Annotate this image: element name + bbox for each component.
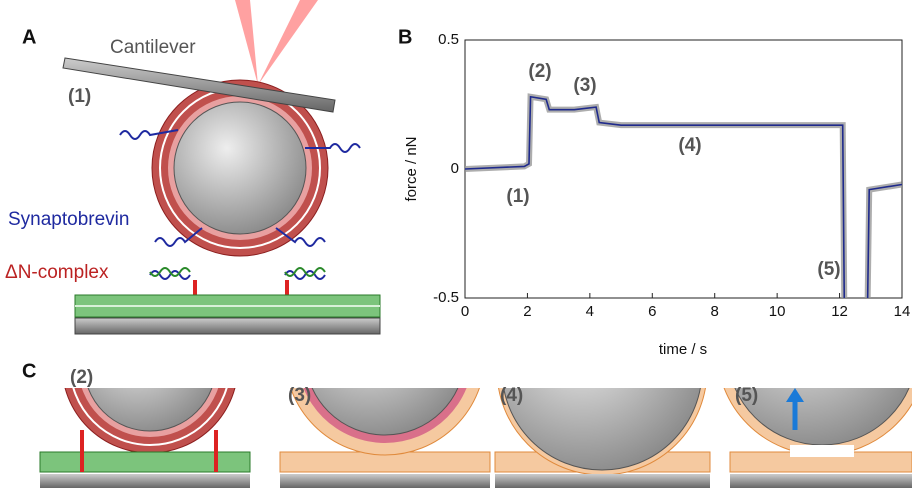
diagram-c	[40, 245, 912, 488]
state-label: (5)	[735, 385, 758, 406]
label: Cantilever	[110, 37, 196, 58]
panel-label: C	[22, 360, 36, 382]
label: ΔN-complex	[5, 262, 109, 283]
figure: A B C Cantilever (1) Synaptobrevin ΔN-co…	[0, 0, 912, 488]
y-tick-label: 0.5	[438, 31, 459, 48]
y-axis-label: force / nN	[403, 136, 420, 201]
x-tick-label: 6	[648, 303, 656, 320]
x-axis-label: time / s	[659, 341, 707, 358]
annotation: (4)	[678, 135, 701, 156]
state-label: (4)	[500, 385, 523, 406]
state-label: (2)	[70, 367, 93, 388]
y-tick-label: 0	[451, 160, 459, 177]
x-tick-label: 12	[831, 303, 848, 320]
x-tick-label: 14	[894, 303, 911, 320]
x-tick-label: 4	[586, 303, 594, 320]
annotation: (1)	[506, 186, 529, 207]
state-label: (3)	[288, 385, 311, 406]
y-tick-label: -0.5	[433, 289, 459, 306]
x-tick-label: 0	[461, 303, 469, 320]
state-label: (1)	[68, 86, 91, 107]
x-tick-label: 8	[711, 303, 719, 320]
panel-label: B	[398, 26, 412, 48]
x-tick-label: 10	[769, 303, 786, 320]
label: Synaptobrevin	[8, 209, 129, 230]
diagram-a: Cantilever (1) Synaptobrevin ΔN-complex	[5, 0, 380, 334]
x-tick-label: 2	[523, 303, 531, 320]
annotation: (3)	[573, 75, 596, 96]
annotation: (2)	[528, 61, 551, 82]
annotation: (5)	[817, 259, 840, 280]
panel-label: A	[22, 26, 36, 48]
